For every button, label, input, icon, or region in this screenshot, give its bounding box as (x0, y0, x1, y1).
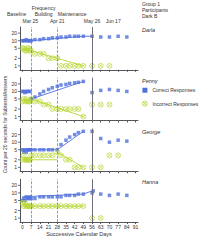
svg-text:Incorrect Responses: Incorrect Responses (152, 101, 198, 107)
svg-text:63: 63 (98, 224, 104, 230)
svg-text:2: 2 (14, 208, 17, 214)
svg-text:Mar 25: Mar 25 (22, 18, 38, 24)
svg-text:Building: Building (35, 11, 53, 17)
svg-text:May 26: May 26 (84, 18, 101, 24)
svg-text:Dark B: Dark B (142, 13, 158, 19)
svg-text:20: 20 (11, 182, 17, 188)
svg-text:10: 10 (11, 190, 17, 196)
svg-text:20: 20 (11, 132, 17, 138)
svg-text:2: 2 (14, 55, 17, 61)
svg-text:21: 21 (46, 224, 52, 230)
svg-text:49: 49 (81, 224, 87, 230)
svg-text:Darla: Darla (142, 27, 155, 33)
svg-text:20: 20 (11, 30, 17, 36)
svg-text:0: 0 (21, 224, 24, 230)
svg-text:Correct Responses: Correct Responses (152, 87, 195, 93)
svg-text:Count per 20 seconds for Subte: Count per 20 seconds for Subtests/Answer… (2, 75, 8, 173)
svg-text:Maintenance: Maintenance (58, 11, 87, 17)
svg-text:10: 10 (11, 38, 17, 44)
svg-text:56: 56 (89, 224, 95, 230)
svg-text:Jun 17: Jun 17 (106, 18, 121, 24)
svg-text:Hanna: Hanna (142, 179, 158, 185)
svg-text:5: 5 (14, 45, 17, 51)
svg-text:10: 10 (11, 88, 17, 94)
svg-text:35: 35 (63, 224, 69, 230)
svg-text:20: 20 (11, 81, 17, 87)
svg-text:28: 28 (54, 224, 60, 230)
svg-text:Frequency: Frequency (31, 5, 56, 11)
svg-text:Baseline: Baseline (7, 11, 26, 17)
svg-text:1: 1 (14, 114, 17, 120)
svg-text:1: 1 (14, 63, 17, 69)
svg-text:1: 1 (14, 164, 17, 170)
svg-text:Successive Calendar Days: Successive Calendar Days (46, 231, 112, 237)
svg-text:Participants: Participants (142, 7, 169, 13)
svg-text:70: 70 (107, 224, 113, 230)
svg-text:77: 77 (115, 224, 121, 230)
svg-text:5: 5 (14, 147, 17, 153)
svg-text:Apr 21: Apr 21 (50, 18, 65, 24)
svg-text:14: 14 (37, 224, 43, 230)
svg-text:George: George (142, 129, 160, 135)
svg-text:2: 2 (14, 106, 17, 112)
svg-text:5: 5 (14, 96, 17, 102)
svg-text:2: 2 (14, 157, 17, 163)
svg-text:91: 91 (133, 224, 139, 230)
svg-text:84: 84 (124, 224, 130, 230)
svg-text:Penny: Penny (142, 78, 159, 84)
svg-text:10: 10 (11, 139, 17, 145)
svg-text:5: 5 (14, 198, 17, 204)
svg-text:Group 1: Group 1 (142, 1, 161, 7)
svg-text:1: 1 (14, 215, 17, 221)
svg-text:42: 42 (72, 224, 78, 230)
svg-text:7: 7 (30, 224, 33, 230)
